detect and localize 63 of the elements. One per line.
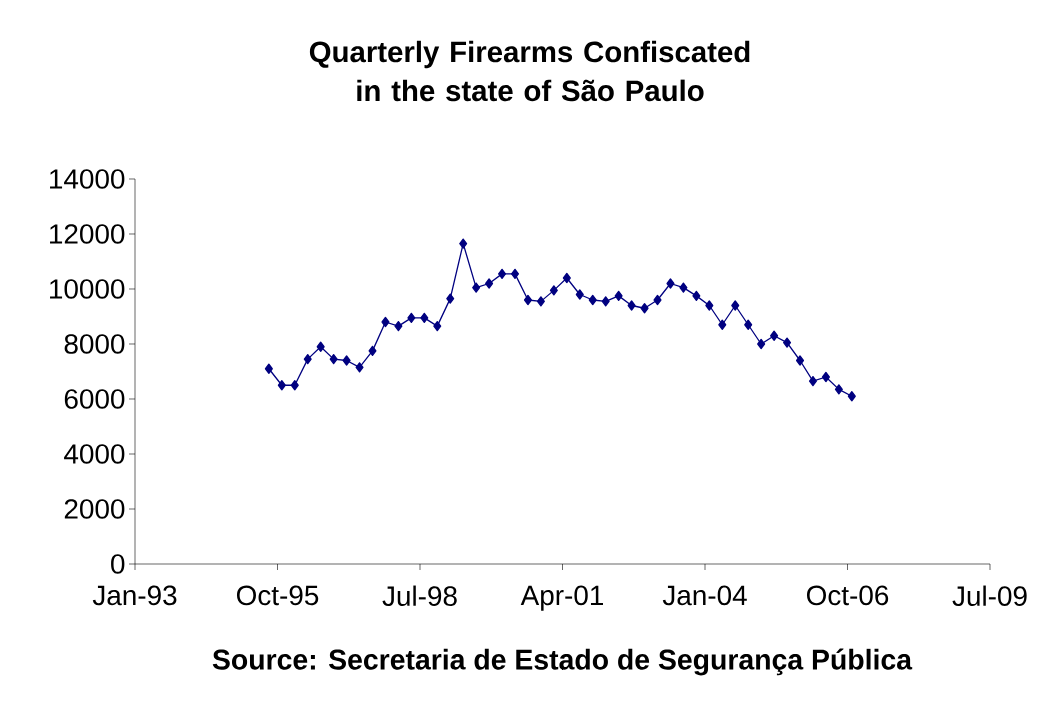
- point: [705, 300, 714, 311]
- point: [718, 319, 727, 330]
- point: [407, 312, 416, 324]
- point: [821, 371, 830, 383]
- point: [614, 290, 623, 302]
- point: [770, 330, 779, 341]
- point: [601, 296, 610, 307]
- point: [847, 391, 856, 402]
- y-tick-label: 12000: [50, 224, 125, 244]
- y-tick-label: 2000: [64, 499, 125, 519]
- y-tick-label: 0: [111, 554, 125, 574]
- point: [290, 380, 299, 391]
- x-tick-label: Apr-01: [520, 585, 603, 611]
- point: [744, 319, 753, 330]
- point: [834, 384, 843, 395]
- x-tick-label: Jan-93: [92, 585, 177, 606]
- point: [264, 363, 273, 374]
- point: [575, 289, 584, 300]
- x-tick-label: Jul-98: [382, 585, 457, 606]
- y-tick-label: 4000: [64, 444, 125, 464]
- point: [368, 345, 377, 357]
- point: [562, 272, 571, 284]
- y-tick-label: 6000: [64, 389, 125, 409]
- point: [588, 294, 597, 306]
- point: [498, 268, 507, 280]
- point: [342, 355, 351, 366]
- point: [783, 337, 792, 348]
- point: [627, 300, 636, 311]
- point: [316, 341, 325, 352]
- x-tick-label: Jan-04: [662, 585, 747, 606]
- point: [485, 278, 494, 289]
- point: [523, 294, 532, 306]
- point: [472, 282, 481, 293]
- point: [459, 238, 468, 249]
- point: [433, 320, 442, 332]
- y-tick-label: 10000: [50, 279, 125, 299]
- y-tick-label: 8000: [64, 334, 125, 354]
- point: [808, 375, 817, 387]
- x-tick-label: Oct-06: [806, 585, 889, 606]
- point: [381, 316, 390, 328]
- y-tick-label: 14000: [50, 169, 125, 189]
- x-tick-label: Oct-95: [236, 585, 319, 606]
- point: [692, 290, 701, 302]
- point: [666, 278, 675, 289]
- point: [355, 362, 364, 373]
- point: [510, 268, 520, 280]
- point: [640, 303, 649, 314]
- point: [303, 353, 312, 365]
- point: [795, 355, 805, 366]
- point: [549, 285, 558, 296]
- chart-title: Quarterly Firearms Confiscated in the state of São Paulo: [309, 40, 750, 102]
- point: [329, 353, 338, 365]
- point: [679, 282, 688, 293]
- point: [446, 293, 455, 304]
- point: [536, 296, 545, 307]
- x-tick-label: Jul-09: [952, 585, 1027, 606]
- point: [394, 320, 403, 332]
- point: [420, 312, 429, 324]
- point: [277, 380, 286, 391]
- point: [757, 338, 766, 350]
- point: [653, 294, 662, 306]
- source-note: Source: Secretaria de Estado de Segurança Pública: [212, 648, 913, 676]
- point: [731, 300, 740, 311]
